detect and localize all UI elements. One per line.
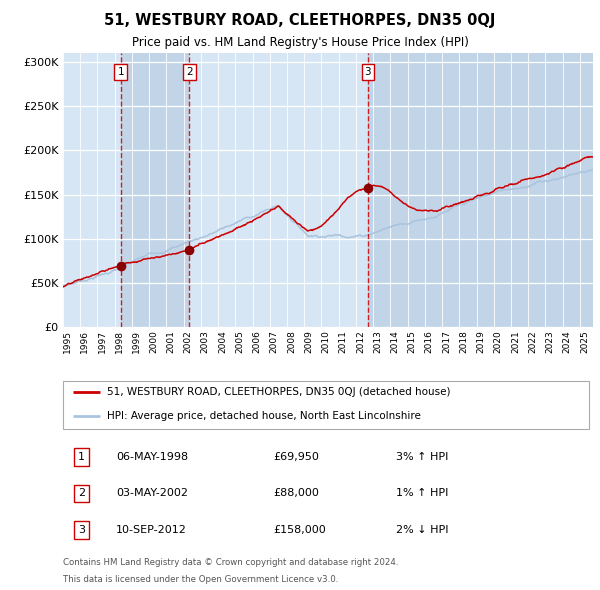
Text: 2014: 2014 — [391, 330, 400, 353]
Text: 10-SEP-2012: 10-SEP-2012 — [116, 525, 187, 535]
Text: 1996: 1996 — [80, 330, 89, 353]
Text: 2011: 2011 — [338, 330, 347, 353]
Text: 2025: 2025 — [580, 330, 589, 353]
Text: 1997: 1997 — [97, 330, 106, 353]
Text: 3: 3 — [78, 525, 85, 535]
Text: 2002: 2002 — [184, 330, 193, 353]
Text: 2023: 2023 — [545, 330, 554, 353]
Text: This data is licensed under the Open Government Licence v3.0.: This data is licensed under the Open Gov… — [63, 575, 338, 584]
Text: 2019: 2019 — [476, 330, 485, 353]
Text: 2000: 2000 — [149, 330, 158, 353]
Text: £69,950: £69,950 — [273, 452, 319, 461]
Text: 06-MAY-1998: 06-MAY-1998 — [116, 452, 188, 461]
Text: 3: 3 — [364, 67, 371, 77]
Text: 2016: 2016 — [425, 330, 434, 353]
Text: 1998: 1998 — [115, 330, 124, 353]
Text: 2012: 2012 — [356, 330, 365, 353]
Text: 1995: 1995 — [63, 330, 72, 353]
Text: 03-MAY-2002: 03-MAY-2002 — [116, 489, 188, 499]
Bar — [121, 53, 189, 327]
Text: 2008: 2008 — [287, 330, 296, 353]
Text: 1% ↑ HPI: 1% ↑ HPI — [395, 489, 448, 499]
Text: £88,000: £88,000 — [273, 489, 319, 499]
Text: 2021: 2021 — [511, 330, 520, 353]
Text: 2003: 2003 — [201, 330, 210, 353]
Text: 2013: 2013 — [373, 330, 382, 353]
Text: 51, WESTBURY ROAD, CLEETHORPES, DN35 0QJ: 51, WESTBURY ROAD, CLEETHORPES, DN35 0QJ — [104, 13, 496, 28]
Bar — [63, 53, 121, 327]
Text: 2017: 2017 — [442, 330, 451, 353]
Text: 2007: 2007 — [270, 330, 279, 353]
Text: £158,000: £158,000 — [273, 525, 326, 535]
Text: Price paid vs. HM Land Registry's House Price Index (HPI): Price paid vs. HM Land Registry's House … — [131, 36, 469, 49]
Text: 2010: 2010 — [322, 330, 331, 353]
Text: 2020: 2020 — [494, 330, 503, 353]
Bar — [368, 53, 593, 327]
Text: 1: 1 — [78, 452, 85, 461]
Text: 1999: 1999 — [132, 330, 141, 353]
Text: 2: 2 — [78, 489, 85, 499]
Text: 2005: 2005 — [235, 330, 244, 353]
Text: 2022: 2022 — [528, 330, 537, 353]
Text: 2009: 2009 — [304, 330, 313, 353]
Text: 2004: 2004 — [218, 330, 227, 353]
Text: HPI: Average price, detached house, North East Lincolnshire: HPI: Average price, detached house, Nort… — [107, 411, 421, 421]
Text: 3% ↑ HPI: 3% ↑ HPI — [395, 452, 448, 461]
Text: 2024: 2024 — [563, 330, 572, 353]
Text: 1: 1 — [118, 67, 124, 77]
Text: 2001: 2001 — [166, 330, 175, 353]
Text: 51, WESTBURY ROAD, CLEETHORPES, DN35 0QJ (detached house): 51, WESTBURY ROAD, CLEETHORPES, DN35 0QJ… — [107, 387, 451, 397]
Text: Contains HM Land Registry data © Crown copyright and database right 2024.: Contains HM Land Registry data © Crown c… — [63, 559, 398, 568]
Text: 2% ↓ HPI: 2% ↓ HPI — [395, 525, 448, 535]
Bar — [189, 53, 368, 327]
FancyBboxPatch shape — [62, 381, 589, 428]
Text: 2: 2 — [186, 67, 193, 77]
Text: 2018: 2018 — [459, 330, 468, 353]
Text: 2015: 2015 — [407, 330, 416, 353]
Text: 2006: 2006 — [253, 330, 262, 353]
